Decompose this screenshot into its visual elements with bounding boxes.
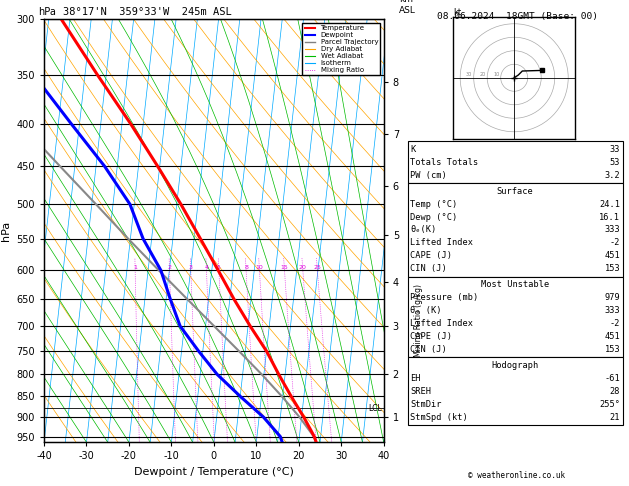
Text: 20: 20 xyxy=(479,72,486,77)
Text: km
ASL: km ASL xyxy=(399,0,416,15)
Text: Totals Totals: Totals Totals xyxy=(410,157,479,167)
Y-axis label: hPa: hPa xyxy=(1,221,11,241)
Text: 2: 2 xyxy=(167,265,172,270)
Text: CIN (J): CIN (J) xyxy=(410,345,447,354)
Text: 15: 15 xyxy=(281,265,288,270)
Text: 38°17'N  359°33'W  245m ASL: 38°17'N 359°33'W 245m ASL xyxy=(63,7,231,17)
Text: StmDir: StmDir xyxy=(410,399,442,409)
Text: 53: 53 xyxy=(610,157,620,167)
Text: CIN (J): CIN (J) xyxy=(410,264,447,273)
Text: 33: 33 xyxy=(610,145,620,154)
Text: Dewp (°C): Dewp (°C) xyxy=(410,212,457,222)
Text: θₑ(K): θₑ(K) xyxy=(410,226,437,234)
Legend: Temperature, Dewpoint, Parcel Trajectory, Dry Adiabat, Wet Adiabat, Isotherm, Mi: Temperature, Dewpoint, Parcel Trajectory… xyxy=(303,23,380,75)
Text: Most Unstable: Most Unstable xyxy=(481,280,549,289)
Text: 10: 10 xyxy=(493,72,499,77)
Text: LCL: LCL xyxy=(369,403,382,413)
Text: 333: 333 xyxy=(604,306,620,315)
Text: 3: 3 xyxy=(189,265,192,270)
Text: 25: 25 xyxy=(313,265,321,270)
Text: 5: 5 xyxy=(217,265,221,270)
Text: 979: 979 xyxy=(604,293,620,302)
Text: PW (cm): PW (cm) xyxy=(410,171,447,179)
Text: 8: 8 xyxy=(244,265,248,270)
Text: Lifted Index: Lifted Index xyxy=(410,238,473,247)
Text: Mixing Ratio (g/kg): Mixing Ratio (g/kg) xyxy=(414,284,423,357)
Text: 451: 451 xyxy=(604,332,620,341)
Text: 255°: 255° xyxy=(599,399,620,409)
Text: K: K xyxy=(410,145,415,154)
Text: 28: 28 xyxy=(610,387,620,396)
Text: 08.06.2024  18GMT (Base: 00): 08.06.2024 18GMT (Base: 00) xyxy=(437,12,598,21)
Text: EH: EH xyxy=(410,374,421,383)
Text: θₑ (K): θₑ (K) xyxy=(410,306,442,315)
X-axis label: Dewpoint / Temperature (°C): Dewpoint / Temperature (°C) xyxy=(134,467,294,477)
Text: 24.1: 24.1 xyxy=(599,200,620,208)
Text: 153: 153 xyxy=(604,345,620,354)
Text: CAPE (J): CAPE (J) xyxy=(410,251,452,260)
Text: 333: 333 xyxy=(604,226,620,234)
Text: 4: 4 xyxy=(204,265,208,270)
Text: Temp (°C): Temp (°C) xyxy=(410,200,457,208)
Text: 1: 1 xyxy=(133,265,137,270)
Text: 30: 30 xyxy=(466,72,472,77)
Text: CAPE (J): CAPE (J) xyxy=(410,332,452,341)
Text: Pressure (mb): Pressure (mb) xyxy=(410,293,479,302)
Text: Hodograph: Hodograph xyxy=(491,361,539,370)
Text: 16.1: 16.1 xyxy=(599,212,620,222)
Text: SREH: SREH xyxy=(410,387,431,396)
Text: 21: 21 xyxy=(610,413,620,421)
Text: Lifted Index: Lifted Index xyxy=(410,319,473,328)
Text: -2: -2 xyxy=(610,238,620,247)
Text: Surface: Surface xyxy=(497,187,533,196)
Text: -2: -2 xyxy=(610,319,620,328)
Text: © weatheronline.co.uk: © weatheronline.co.uk xyxy=(469,471,565,480)
Text: kt: kt xyxy=(454,8,462,17)
Text: StmSpd (kt): StmSpd (kt) xyxy=(410,413,468,421)
Text: 10: 10 xyxy=(255,265,264,270)
Text: 3.2: 3.2 xyxy=(604,171,620,179)
Text: -61: -61 xyxy=(604,374,620,383)
Text: 153: 153 xyxy=(604,264,620,273)
Text: hPa: hPa xyxy=(38,7,55,17)
Text: 451: 451 xyxy=(604,251,620,260)
Text: 20: 20 xyxy=(299,265,307,270)
